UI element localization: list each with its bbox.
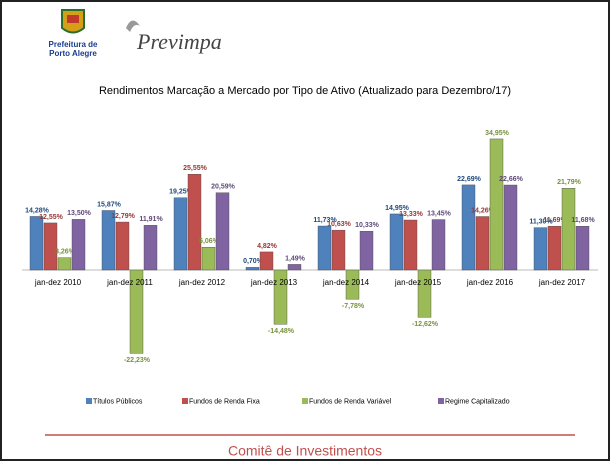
data-label: 0,70% (243, 258, 264, 265)
data-label: 11,91% (139, 216, 163, 223)
bar (431, 219, 446, 271)
x-tick-label: jan-dez 2014 (322, 278, 370, 287)
brand-icon (126, 20, 140, 32)
data-label: 13,45% (427, 210, 452, 217)
x-tick-label: jan-dez 2016 (466, 278, 514, 287)
bar (201, 247, 216, 271)
bar (57, 257, 72, 271)
bar (129, 269, 144, 354)
data-label: 15,87% (97, 201, 122, 208)
data-label: 22,69% (457, 176, 482, 183)
bar (359, 231, 374, 271)
data-label: 34,95% (485, 130, 510, 137)
bar (71, 219, 86, 271)
data-label: 14,26% (471, 207, 496, 214)
bar (475, 216, 490, 271)
bar (533, 227, 548, 271)
legend-swatch (86, 398, 92, 404)
bar (43, 222, 58, 271)
bar (561, 188, 576, 271)
data-label: 21,79% (557, 179, 582, 186)
bar (29, 216, 44, 271)
data-label: 13,50% (67, 210, 92, 217)
legend-label: Títulos Públicos (93, 398, 143, 405)
bar (503, 184, 518, 271)
data-label: 10,63% (327, 221, 352, 228)
data-label: 3,26% (55, 249, 76, 256)
chart-title: Rendimentos Marcação a Mercado por Tipo … (99, 85, 511, 97)
bar (547, 225, 562, 271)
data-label: -14,48% (268, 328, 295, 335)
bar (403, 219, 418, 271)
bar (215, 192, 230, 271)
bar (489, 138, 504, 271)
bar (461, 184, 476, 271)
data-label: 11,30% (529, 218, 553, 225)
bar (101, 210, 116, 271)
data-label: 19,25% (169, 189, 194, 196)
logo (61, 9, 85, 34)
data-label: -7,78% (342, 303, 365, 310)
data-label: 14,95% (385, 205, 410, 212)
bar (187, 173, 202, 271)
x-tick-label: jan-dez 2017 (538, 278, 586, 287)
x-tick-label: jan-dez 2015 (394, 278, 442, 287)
legend-label: Regime Capitalizado (445, 398, 510, 405)
data-label: 11,69% (543, 217, 567, 224)
data-label: 22,66% (499, 176, 524, 183)
data-label: 14,28% (25, 207, 50, 214)
bar (317, 225, 332, 271)
bar (173, 197, 188, 271)
x-tick-label: jan-dez 2010 (34, 278, 82, 287)
bar (417, 269, 432, 318)
data-label: -22,23% (124, 357, 151, 364)
x-tick-label: jan-dez 2012 (178, 278, 226, 287)
data-label: -12,62% (412, 321, 439, 328)
bar (259, 251, 274, 271)
bar (115, 221, 130, 271)
bar (575, 225, 590, 271)
data-label: 10,33% (355, 222, 380, 229)
data-label: 20,59% (211, 184, 236, 191)
legend-swatch (438, 398, 444, 404)
legend-swatch (182, 398, 188, 404)
bar (273, 269, 288, 325)
x-tick-label: jan-dez 2011 (106, 278, 153, 287)
footer: Comitê de Investimentos (228, 443, 382, 459)
bar (287, 264, 302, 271)
legend-label: Fundos de Renda Variável (309, 398, 392, 405)
data-label: 11,68% (571, 217, 595, 224)
legend-label: Fundos de Renda Fixa (189, 398, 260, 405)
data-label: 12,55% (39, 214, 64, 221)
org-line2: Porto Alegre (49, 49, 97, 58)
data-label: 1,49% (285, 255, 306, 262)
bar (143, 225, 158, 271)
brand: Previmpa (136, 29, 222, 54)
legend-swatch (302, 398, 308, 404)
bar (345, 269, 360, 300)
bar (389, 213, 404, 271)
data-label: 6,06% (199, 238, 220, 245)
org-line1: Prefeitura de (49, 40, 98, 49)
data-label: 11,73% (313, 217, 337, 224)
data-label: 4,82% (257, 243, 278, 250)
bar (331, 229, 346, 271)
data-label: 12,79% (111, 213, 136, 220)
x-tick-label: jan-dez 2013 (250, 278, 298, 287)
data-label: 25,55% (183, 165, 208, 172)
bar (245, 267, 260, 271)
data-label: 13,33% (399, 211, 424, 218)
